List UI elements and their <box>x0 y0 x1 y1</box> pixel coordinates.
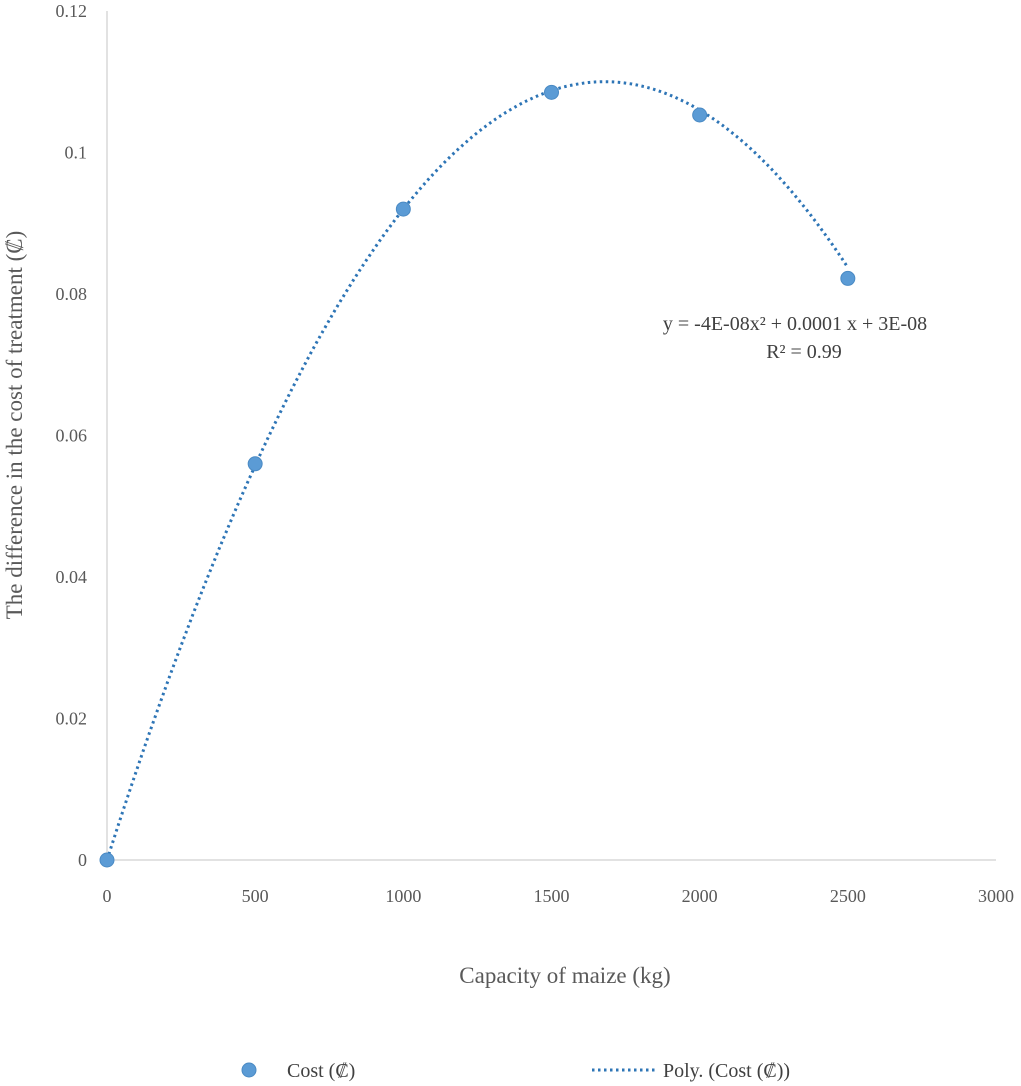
trendline-poly <box>107 82 848 860</box>
trendline-equation: y = -4E-08x² + 0.0001 x + 3E-08 <box>663 313 927 335</box>
data-point <box>396 202 410 216</box>
legend-label-poly: Poly. (Cost (₡)) <box>663 1060 790 1082</box>
legend-label-cost: Cost (₡) <box>287 1060 355 1082</box>
x-tick-label: 2500 <box>830 886 866 906</box>
x-tick-label: 2000 <box>682 886 718 906</box>
legend-marker-icon <box>242 1063 256 1077</box>
y-tick-label: 0.02 <box>56 709 88 729</box>
legend: Cost (₡) Poly. (Cost (₡)) <box>242 1060 790 1082</box>
y-tick-label: 0.06 <box>56 426 88 446</box>
data-point <box>841 271 855 285</box>
y-tick-label: 0.04 <box>56 567 88 587</box>
x-tick-label: 0 <box>103 886 112 906</box>
x-axis-title: Capacity of maize (kg) <box>459 963 670 988</box>
y-tick-label: 0.1 <box>65 143 88 163</box>
x-tick-label: 1000 <box>385 886 421 906</box>
y-tick-labels: 0 0.02 0.04 0.06 0.08 0.1 0.12 <box>56 1 88 870</box>
data-point <box>248 457 262 471</box>
y-axis-title: The difference in the cost of treatment … <box>2 231 27 620</box>
data-point <box>545 85 559 99</box>
y-tick-label: 0.08 <box>56 284 88 304</box>
x-tick-label: 1500 <box>534 886 570 906</box>
trendline-r-squared: R² = 0.99 <box>766 341 842 363</box>
x-tick-labels: 0 500 1000 1500 2000 2500 3000 <box>103 886 1015 906</box>
data-point <box>100 853 114 867</box>
y-tick-label: 0 <box>78 850 87 870</box>
x-tick-label: 3000 <box>978 886 1014 906</box>
data-points <box>100 85 855 867</box>
x-tick-label: 500 <box>242 886 269 906</box>
data-point <box>693 108 707 122</box>
y-tick-label: 0.12 <box>56 1 88 21</box>
